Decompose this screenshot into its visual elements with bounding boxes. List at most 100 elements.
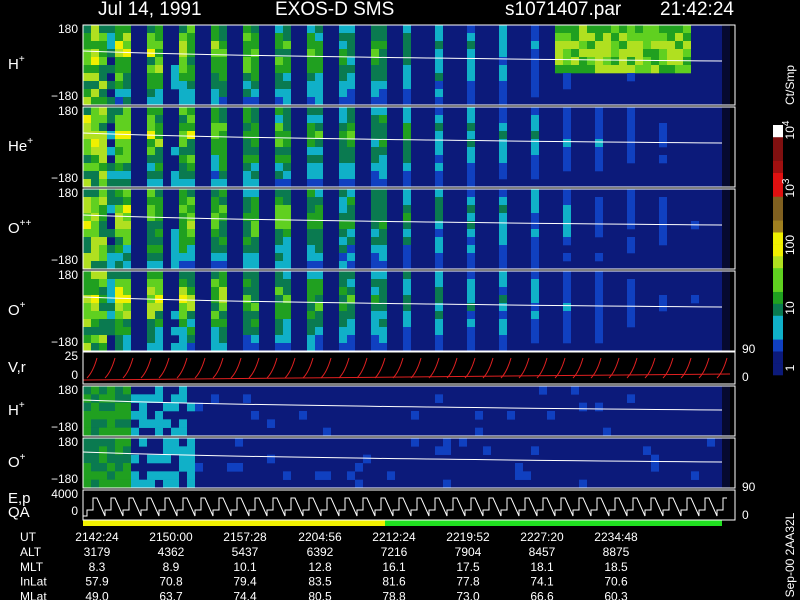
spectrogram-cell <box>587 49 595 58</box>
spectrogram-cell <box>155 41 163 50</box>
spectrogram-cell <box>163 479 171 489</box>
spectrogram-cell <box>499 97 507 106</box>
spectrogram-cell <box>211 81 219 90</box>
spectrogram-cell <box>371 205 379 214</box>
spectrogram-cell <box>627 311 635 320</box>
spectrogram-cell <box>531 131 539 140</box>
spectrogram-cell <box>115 81 123 90</box>
spectrogram-cell <box>99 319 107 328</box>
spectrogram-cell <box>219 57 227 66</box>
spectrogram-cell <box>243 81 251 90</box>
spectrogram-cell <box>563 205 571 214</box>
panel-label-text: He <box>8 138 27 155</box>
spectrogram-cell <box>403 41 411 50</box>
spectrogram-cell <box>403 155 411 164</box>
pitch-angle-trace <box>82 132 723 144</box>
spectrogram-cell <box>283 57 291 66</box>
spectrogram-cell <box>123 394 131 403</box>
spectrogram-cell <box>123 97 131 106</box>
spectrogram-cell <box>435 303 443 312</box>
spectrogram-cell <box>531 287 539 296</box>
spectrogram-cell <box>347 327 355 336</box>
spectrogram-cell <box>627 245 635 254</box>
spectrogram-cell <box>371 319 379 328</box>
spectrogram-cell <box>83 89 91 98</box>
spectrogram-cell <box>579 479 587 489</box>
spectrogram-cell <box>219 163 227 172</box>
spectrogram-cell <box>123 139 131 148</box>
spectrogram-cell <box>659 155 667 164</box>
spectrogram-cell <box>115 115 123 124</box>
spectrogram-cell <box>443 479 451 489</box>
spectrogram-cell <box>339 73 347 82</box>
spectrogram-cell <box>179 155 187 164</box>
spectrogram-cell <box>627 107 635 116</box>
spectrogram-cell <box>131 427 139 437</box>
spectrogram-cell <box>307 155 315 164</box>
spectrogram-cell <box>91 402 99 412</box>
table-cell: 77.8 <box>456 575 480 589</box>
spectrogram-cell <box>123 454 131 464</box>
spectrogram-cell <box>467 73 475 82</box>
spectrogram-cell <box>91 179 99 188</box>
spectrogram-cell <box>651 57 659 66</box>
spectrogram-cell <box>123 271 131 280</box>
spectrogram-cell <box>115 261 123 270</box>
table-row-label: MLT <box>20 560 44 574</box>
spectrogram-cell <box>91 171 99 180</box>
spectrogram-cell <box>115 171 123 180</box>
colorbar-segment <box>773 125 783 138</box>
spectrogram-cell <box>499 271 507 280</box>
spectrogram-cell <box>555 65 563 74</box>
spectrogram-cell <box>379 57 387 66</box>
spectrogram-cell <box>219 271 227 280</box>
spectrogram-cell <box>179 115 187 124</box>
spectrogram-cell <box>83 139 91 148</box>
spectrogram-cell <box>155 147 163 156</box>
spectrogram-cell <box>251 131 259 140</box>
spectrogram-cell <box>83 205 91 214</box>
spectrogram-cell <box>147 279 155 288</box>
spectrogram-cell <box>339 287 347 296</box>
spectrogram-cell <box>507 411 515 420</box>
spectrogram-cell <box>99 89 107 98</box>
spectrogram-cell <box>99 49 107 58</box>
spectrogram-cell <box>179 57 187 66</box>
spectrogram-cell <box>115 163 123 172</box>
spectrogram-cell <box>219 205 227 214</box>
spectrogram-cell <box>211 89 219 98</box>
y-tick-label: 180 <box>58 268 78 282</box>
spectrogram-cell <box>403 287 411 296</box>
spectrogram-cell <box>107 271 115 280</box>
spectrogram-cell <box>115 73 123 82</box>
spectrogram-cell <box>651 49 659 58</box>
spectrogram-cell <box>339 253 347 262</box>
spectrogram-cell <box>435 89 443 98</box>
spectrogram-cell <box>347 25 355 34</box>
spectrogram-cell <box>107 402 115 412</box>
spectrogram-cell <box>99 57 107 66</box>
spectrogram-cell <box>283 107 291 116</box>
spectrogram-cell <box>659 205 667 214</box>
spectrogram-cell <box>283 115 291 124</box>
spectrogram-cell <box>611 49 619 58</box>
spectrogram-cell <box>403 205 411 214</box>
spectrogram-cell <box>91 155 99 164</box>
spectrogram-cell <box>379 107 387 116</box>
spectrogram-cell <box>211 41 219 50</box>
spectrogram-cell <box>107 327 115 336</box>
spectrogram-cell <box>371 271 379 280</box>
spectrogram-cell <box>371 253 379 262</box>
spectrogram-cell <box>379 123 387 132</box>
spectrogram-cell <box>115 189 123 198</box>
spectrogram-cell <box>91 427 99 437</box>
spectrogram-cell <box>315 65 323 74</box>
spectrogram-cell <box>115 89 123 98</box>
spectrogram-cell <box>83 163 91 172</box>
spectrogram-cell <box>371 179 379 188</box>
spectrogram-cell <box>115 147 123 156</box>
spectrogram-cell <box>531 205 539 214</box>
spectrogram-cell <box>403 147 411 156</box>
spectrogram-cell <box>123 245 131 254</box>
panel-frame <box>82 437 736 489</box>
